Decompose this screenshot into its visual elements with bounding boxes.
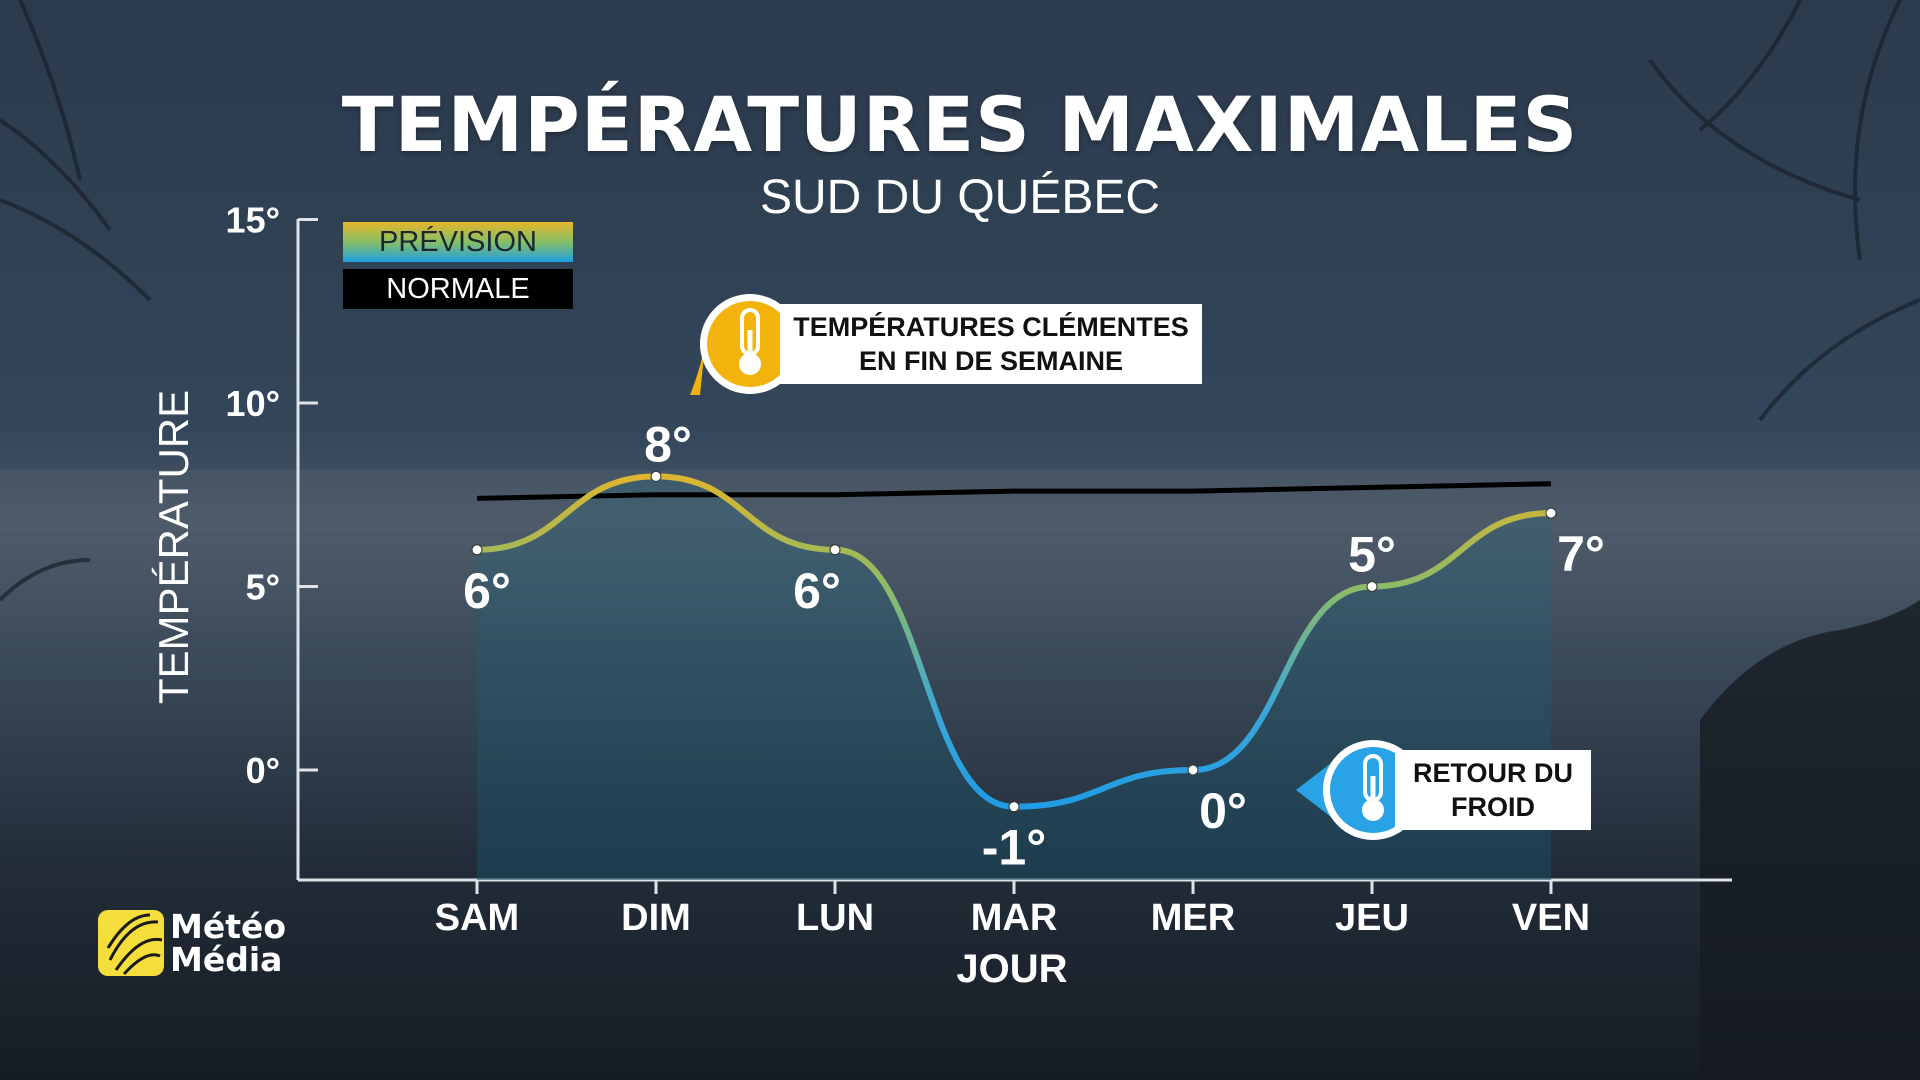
data-label: 6°: [463, 563, 511, 619]
x-tick-label: SAM: [435, 897, 519, 939]
cold-callout-line1: RETOUR DU: [1412, 758, 1573, 788]
data-label: 0°: [1199, 783, 1247, 839]
y-tick-label: 0°: [246, 750, 280, 791]
x-tick-label: MER: [1151, 897, 1235, 939]
shore-silhouette: [1700, 600, 1920, 1080]
x-tick-label: MAR: [971, 897, 1058, 939]
legend-normal: NORMALE: [343, 269, 573, 309]
cold-callout-line2: FROID: [1450, 792, 1535, 822]
data-label: 7°: [1557, 526, 1605, 582]
warm-callout-line2: EN FIN DE SEMAINE: [858, 346, 1124, 376]
y-tick-label: 5°: [246, 567, 280, 608]
forecast-point: [650, 470, 662, 482]
brand-logo: Météo Média: [98, 910, 286, 980]
tree-silhouette-left: [0, 0, 152, 602]
data-label: 5°: [1348, 527, 1396, 583]
chart-subtitle: SUD DU QUÉBEC: [759, 171, 1161, 224]
warm-callout-line1: TEMPÉRATURES CLÉMENTES: [793, 312, 1189, 342]
brand-logo-mark: [98, 910, 164, 976]
forecast-point: [471, 544, 483, 556]
thermometer-icon: [1362, 754, 1384, 821]
normal-line: [476, 481, 1552, 501]
thermometer-icon: [739, 308, 761, 375]
warm-callout-icon: [690, 294, 800, 395]
forecast-area-fill: [477, 476, 1551, 880]
forecast-point: [1366, 581, 1378, 592]
horizon-glow: [0, 470, 1920, 530]
forecast-point: [1008, 801, 1020, 813]
x-axis-label: JOUR: [956, 947, 1067, 991]
y-axis-label: TEMPÉRATURE: [150, 390, 197, 704]
warm-callout: TEMPÉRATURES CLÉMENTES EN FIN DE SEMAINE: [780, 304, 1202, 384]
y-tick-label: 15°: [226, 200, 280, 241]
x-tick-label: JEU: [1335, 897, 1409, 939]
x-tick-label: LUN: [796, 897, 874, 939]
chart-title: TEMPÉRATURES MAXIMALES: [341, 80, 1579, 169]
brand-name-line1: Météo: [170, 907, 287, 946]
data-label: 8°: [644, 416, 692, 472]
legend-forecast: PRÉVISION: [343, 222, 573, 262]
brand-name-line2: Média: [170, 940, 283, 979]
tree-silhouette-right: [1648, 0, 1920, 422]
x-tick-label: DIM: [621, 897, 691, 939]
forecast-point: [1545, 507, 1557, 519]
forecast-point: [1187, 764, 1199, 776]
forecast-point: [829, 544, 841, 556]
data-label: -1°: [982, 820, 1046, 876]
data-label: 6°: [793, 563, 841, 619]
y-tick-label: 10°: [226, 383, 280, 424]
x-tick-label: VEN: [1512, 897, 1590, 939]
forecast-area: [477, 476, 1551, 880]
cold-callout: RETOUR DU FROID: [1395, 750, 1591, 830]
